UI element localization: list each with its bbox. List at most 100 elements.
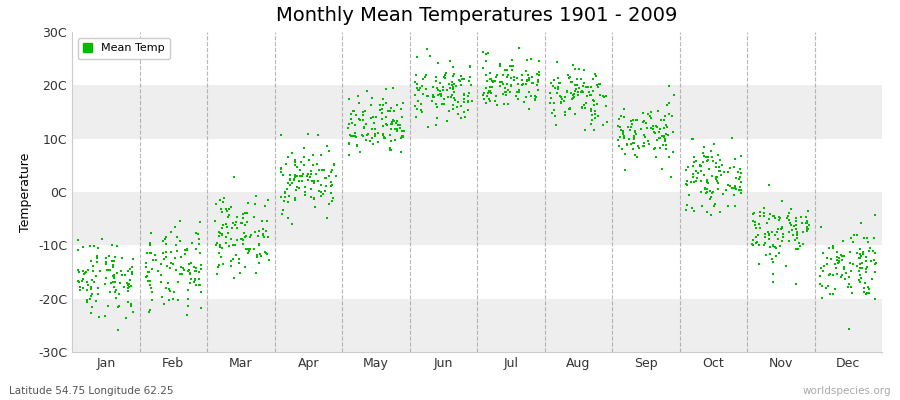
Mean Temp [238,264,253,271]
Mean Temp [464,74,478,80]
Mean Temp [323,183,338,190]
Mean Temp [511,87,526,93]
Mean Temp [297,145,311,152]
Mean Temp [590,84,605,90]
Mean Temp [662,99,676,106]
Mean Temp [193,282,207,288]
Mean Temp [576,83,590,89]
Mean Temp [219,206,233,212]
Mean Temp [125,256,140,262]
Mean Temp [615,146,629,152]
Mean Temp [611,123,625,129]
Mean Temp [157,255,171,262]
Mean Temp [70,267,85,273]
Mean Temp [443,58,457,64]
Mean Temp [562,106,577,112]
Mean Temp [504,82,518,88]
Mean Temp [656,141,670,148]
Mean Temp [641,111,655,118]
Mean Temp [587,102,601,108]
Mean Temp [223,263,238,270]
Mean Temp [170,248,184,254]
Mean Temp [380,122,394,128]
Mean Temp [188,282,202,288]
Mean Temp [818,284,832,291]
Mean Temp [793,243,807,249]
Mean Temp [639,120,653,126]
Mean Temp [240,200,255,206]
Mean Temp [148,252,162,259]
Mean Temp [367,133,382,140]
Mean Temp [560,88,574,94]
Mean Temp [843,249,858,255]
Mean Temp [180,303,194,310]
Mean Temp [695,203,709,210]
Mean Temp [374,102,388,109]
Mean Temp [388,136,402,143]
Mean Temp [248,193,263,199]
Mean Temp [868,268,882,275]
Mean Temp [798,214,813,221]
Mean Temp [297,184,311,191]
Mean Temp [506,63,520,70]
Mean Temp [586,76,600,82]
Mean Temp [525,74,539,80]
Mean Temp [583,92,598,98]
Mean Temp [581,84,596,90]
Mean Temp [230,237,245,243]
Mean Temp [562,74,576,81]
Mean Temp [220,208,234,214]
Mean Temp [554,80,568,87]
Mean Temp [574,88,589,95]
Mean Temp [356,124,371,131]
Mean Temp [107,258,122,264]
Mean Temp [658,113,672,119]
Mean Temp [841,284,855,290]
Mean Temp [713,208,727,215]
Mean Temp [221,212,236,218]
Mean Temp [426,84,440,90]
Mean Temp [700,178,715,185]
Mean Temp [281,198,295,205]
Mean Temp [567,88,581,94]
Mean Temp [221,214,236,220]
Mean Temp [344,110,358,117]
Mean Temp [71,278,86,284]
Mean Temp [314,182,328,188]
Mean Temp [866,248,880,254]
Mean Temp [430,104,445,110]
Mean Temp [688,178,703,184]
Mean Temp [108,254,122,260]
Mean Temp [456,109,471,115]
Mean Temp [548,84,562,91]
Mean Temp [505,57,519,64]
Mean Temp [302,157,317,164]
Mean Temp [550,58,564,65]
Mean Temp [251,260,266,266]
Mean Temp [376,123,391,130]
Mean Temp [446,81,461,87]
Mean Temp [227,174,241,180]
Mean Temp [243,234,257,240]
Mean Temp [859,266,873,273]
Mean Temp [87,243,102,250]
Mean Temp [371,130,385,136]
Mean Temp [499,92,513,98]
Mean Temp [846,239,860,245]
Mean Temp [379,100,393,106]
Mean Temp [750,239,764,245]
Mean Temp [361,131,375,138]
Mean Temp [616,133,631,139]
Mean Temp [379,120,393,127]
Mean Temp [184,276,198,282]
Mean Temp [584,84,598,90]
Mean Temp [305,178,320,184]
Mean Temp [194,304,208,311]
Mean Temp [857,285,871,292]
Mean Temp [630,154,644,160]
Mean Temp [277,190,292,196]
Mean Temp [842,281,856,288]
Mean Temp [180,311,194,318]
Mean Temp [710,152,724,158]
Mean Temp [528,97,543,104]
